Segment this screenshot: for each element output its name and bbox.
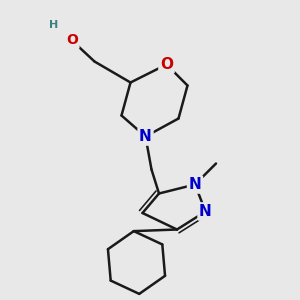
Text: O: O [66,34,78,47]
Text: N: N [189,177,201,192]
Text: O: O [160,57,173,72]
Text: H: H [49,20,58,30]
Text: N: N [139,129,152,144]
Text: N: N [199,204,212,219]
